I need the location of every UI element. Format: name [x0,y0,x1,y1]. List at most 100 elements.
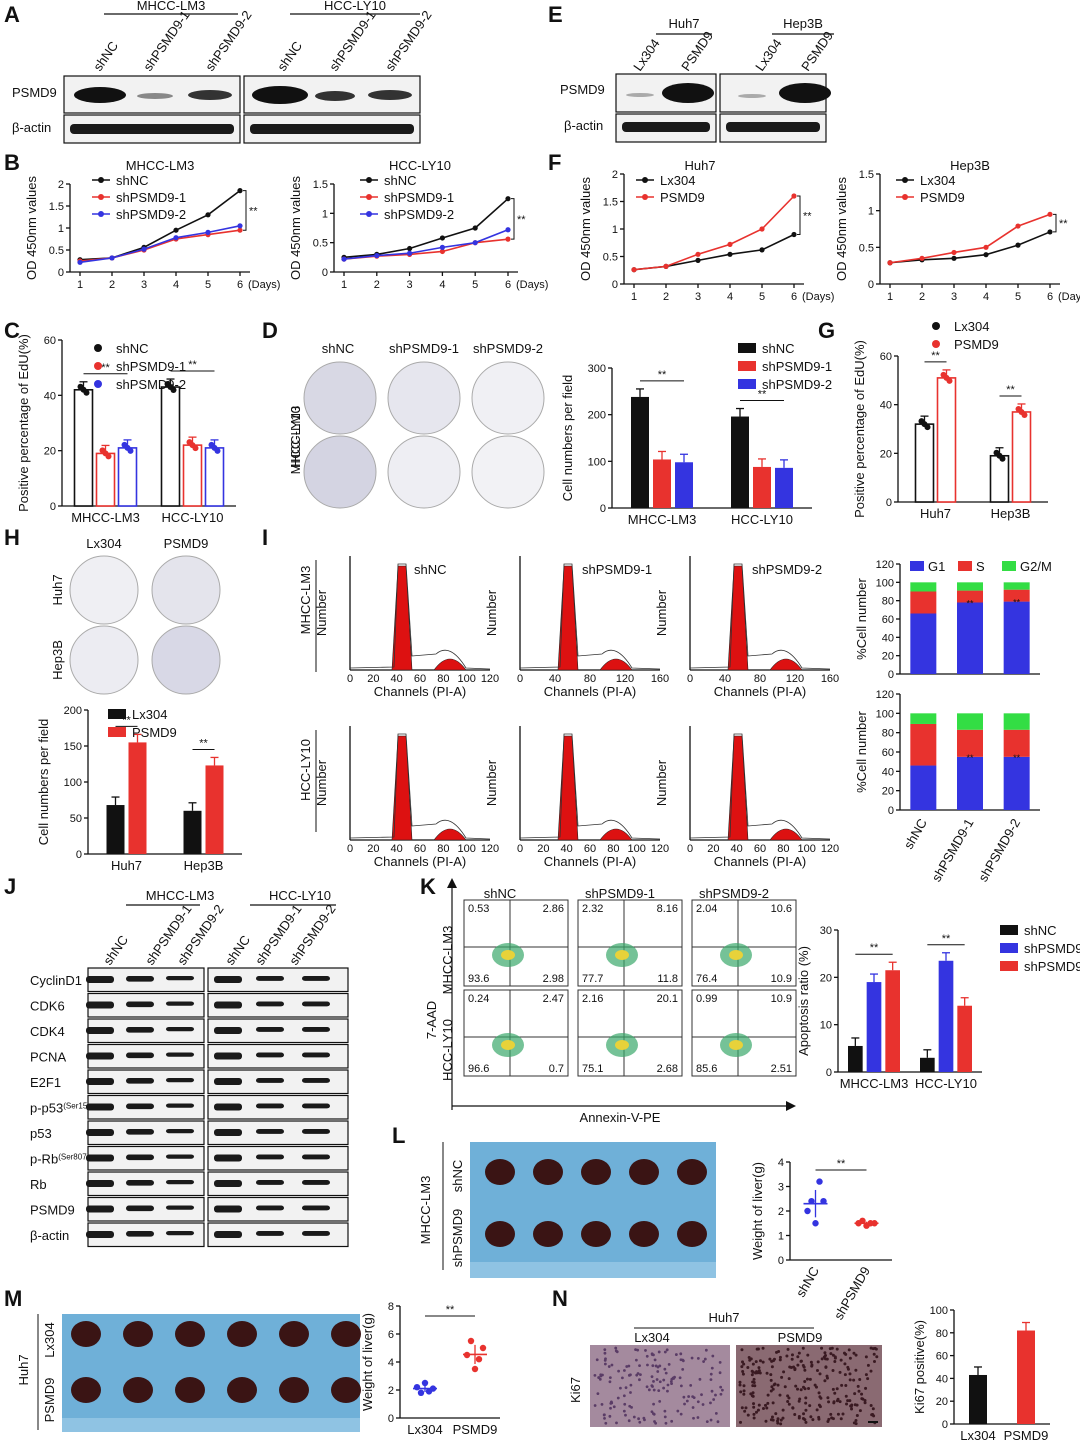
y-tick-label: 200 [64,705,82,717]
blot-a-row-actin: β-actin [12,120,51,135]
colony-h-row-2: Hep3B [50,640,65,680]
scatter-point [859,1217,866,1225]
ihc-nucleus [864,1386,868,1390]
y-tick-label: 80 [882,596,894,608]
blot-band [256,1129,284,1134]
scatter-point [812,1220,819,1227]
legend-label: shNC [762,341,795,356]
data-point [951,249,957,256]
panel-m-liver-photo: Huh7 Lx304 PSMD9 [16,1314,361,1432]
blot-a-lane-5: shPSMD9-1 [326,8,378,74]
sig-label: ** [1006,384,1015,396]
blot-a-row-psmd9: PSMD9 [12,85,57,100]
ihc-nucleus [664,1421,668,1425]
ihc-nucleus [676,1409,680,1413]
histo-x-tick: 20 [367,843,379,855]
ihc-nucleus [751,1391,755,1395]
x-tick-label: 6 [1047,291,1053,303]
blot-e-lane-4: PSMD9 [798,28,836,73]
x-category-label: Lx304 [960,1428,995,1440]
ihc-nucleus [844,1394,848,1398]
ihc-nucleus [808,1404,812,1408]
data-point [237,223,243,229]
blot-j-lane-4: shNC [222,932,253,967]
blot-band [126,1103,154,1110]
ihc-nucleus [808,1377,812,1381]
ihc-nucleus [596,1392,600,1396]
legend-marker [366,194,372,200]
blot-band [86,1052,114,1060]
data-point [1047,211,1053,217]
y-tick-label: 40 [880,400,892,412]
x-tick-label: 3 [695,291,701,303]
ihc-nucleus [857,1389,861,1393]
ihc-nucleus [712,1398,716,1401]
ihc-nucleus [771,1387,775,1391]
bar-Lx304 [914,423,935,503]
blot-band [256,1231,284,1236]
blot-j-row-label: PSMD9 [30,1203,75,1218]
liver [175,1377,205,1403]
ihc-nucleus [629,1373,632,1377]
histo-x-tick: 80 [437,673,449,685]
x-tick-label: 5 [1015,291,1021,303]
data-point [237,188,243,194]
ihc-nucleus [801,1346,805,1350]
ihc-nucleus [679,1412,683,1416]
sig-label: ** [803,210,812,222]
legend-marker [902,177,908,183]
data-point [374,252,380,259]
blot-band [302,1231,330,1236]
ihc-nucleus [604,1357,607,1361]
ihc-nucleus [608,1380,612,1384]
ihc-nucleus [796,1363,800,1367]
sig-label: ** [249,205,258,217]
panel-e-western-blot: Huh7 Hep3B Lx304 PSMD9 Lx304 PSMD9 PSMD9… [560,16,836,143]
blot-band [302,1103,330,1109]
blot-band [86,1001,114,1009]
liver [123,1377,153,1403]
ihc-nucleus [757,1369,761,1373]
colony-h-col-2: PSMD9 [164,536,209,551]
ihc-nucleus [662,1378,666,1382]
liver [331,1377,361,1403]
blot-band [256,1001,284,1007]
ihc-nucleus [758,1359,762,1363]
y-tick-label: 0.5 [603,252,618,264]
histo-x-tick: 120 [651,843,669,855]
y-tick-label: 20 [820,972,832,984]
legend-marker [98,194,104,200]
bar-shPSMD9-1 [95,452,116,507]
liver [533,1221,563,1247]
ihc-nucleus [836,1412,840,1416]
x-tick-label: 5 [472,279,478,291]
ihc-nucleus [869,1369,873,1373]
ihc-nucleus [855,1414,859,1418]
ihc-nucleus [845,1402,849,1406]
histo-x-tick: 100 [797,843,815,855]
x-category-label: shNC [901,816,930,852]
bar-PSMD9 [936,377,957,503]
ihc-nucleus [858,1409,862,1413]
blot-band [214,976,242,983]
x-category-label: MHCC-LM3 [71,510,140,525]
x-tick-label: 6 [237,279,243,291]
ihc-nucleus [696,1416,700,1419]
bar-Lx304 [106,805,125,854]
liver [227,1321,257,1347]
bar-PSMD9 [205,765,224,854]
blot-band [166,976,194,981]
ihc-nucleus [681,1367,685,1371]
bar-Lx304 [989,454,1010,503]
bar-Lx304 [183,810,202,854]
ihc-nucleus [787,1377,791,1381]
bar-dot [214,447,221,454]
ihc-n-col-1: Lx304 [634,1330,669,1345]
quadrant-ul: 0.53 [468,903,489,915]
bar-shPSMD9-2 [204,447,225,507]
ihc-nucleus [698,1377,702,1381]
y-tick-label: 100 [64,777,82,789]
legend-marker [932,340,940,348]
histo-x-tick: 80 [754,673,766,685]
